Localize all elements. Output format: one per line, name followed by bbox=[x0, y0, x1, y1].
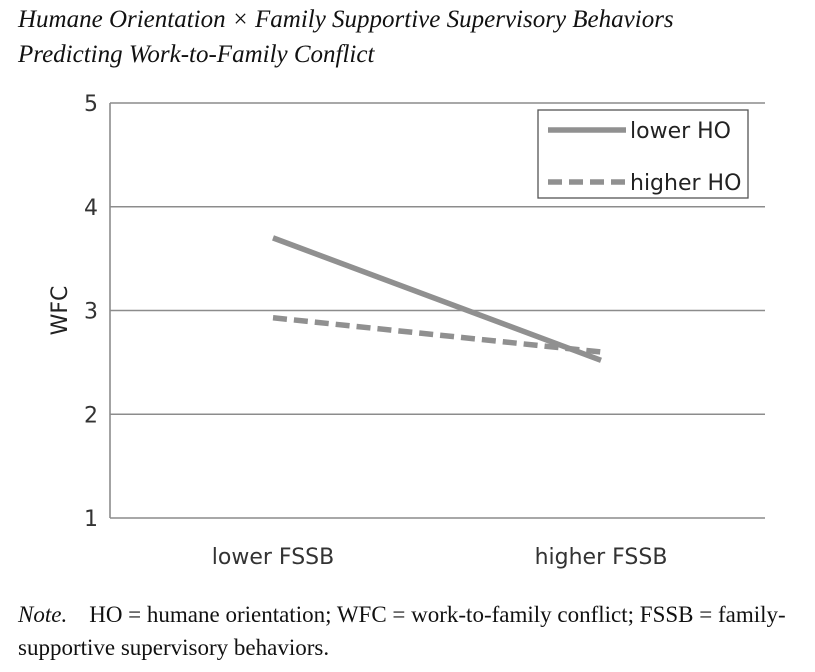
y-tick-label: 4 bbox=[84, 196, 98, 221]
y-tick-label: 3 bbox=[84, 300, 98, 325]
legend-label: higher HO bbox=[630, 171, 741, 196]
chart-title: Humane Orientation × Family Supportive S… bbox=[18, 2, 808, 72]
line-chart: 1 2 3 4 5 WFC lower FSSB higher FSSB lower HO hig… bbox=[48, 92, 765, 570]
series-line-lower-HO bbox=[272, 235, 602, 363]
title-line-1: Humane Orientation × Family Supportive S… bbox=[18, 6, 674, 33]
legend-label: lower HO bbox=[630, 119, 731, 144]
y-tick-label: 1 bbox=[84, 507, 98, 532]
series-line-higher-HO bbox=[272, 315, 602, 355]
y-tick-label: 2 bbox=[84, 403, 98, 428]
y-axis-label: WFC bbox=[48, 286, 73, 336]
y-tick-label: 5 bbox=[84, 92, 98, 117]
x-tick-label: lower FSSB bbox=[212, 545, 334, 570]
figure-note: Note. HO = humane orientation; WFC = work… bbox=[18, 598, 808, 664]
note-text: HO = humane orientation; WFC = work-to-f… bbox=[18, 602, 786, 660]
x-tick-label: higher FSSB bbox=[535, 545, 668, 570]
note-label: Note. bbox=[18, 602, 68, 627]
title-line-2: Predicting Work-to-Family Conflict bbox=[18, 41, 375, 68]
